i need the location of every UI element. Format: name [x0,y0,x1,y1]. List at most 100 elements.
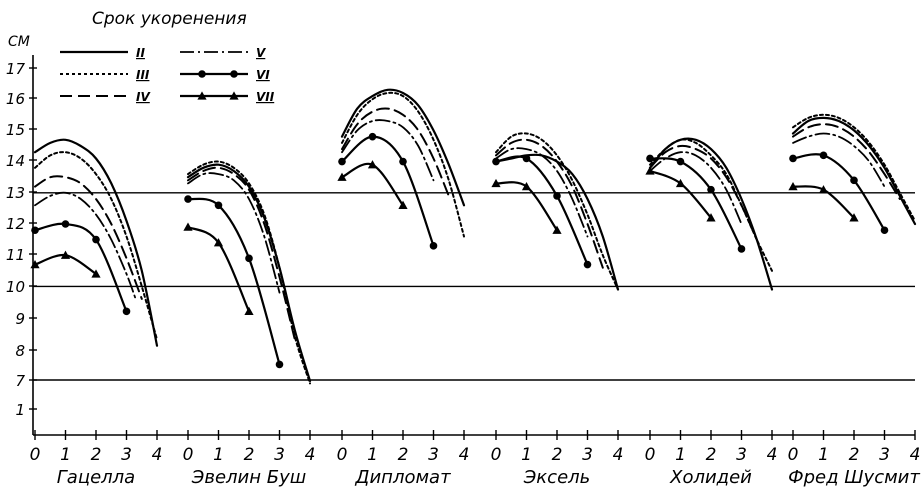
y-tick-label: 15 [6,121,25,139]
x-tick-label: 3 [582,445,593,465]
data-point-circle [819,151,828,160]
series [30,88,917,385]
group-labels: Гацелла Эвелин Буш Дипломат Эксель Холидей Фр… [57,467,921,488]
x-tick-label: 1 [367,445,378,465]
x-tick-label: 3 [428,445,439,465]
group-label: Фред Шусмит [788,467,920,488]
data-point-circle [737,245,746,253]
series-line-dashed [792,123,901,200]
x-tick-label: 3 [879,445,890,465]
data-point-circle [184,195,192,203]
series-line-dotted [649,138,773,272]
data-point-triangle [521,181,532,191]
legend-label-VI: VI [256,68,270,82]
data-point-triangle [645,166,655,175]
data-point-circle [583,260,592,269]
x-tick-label: 4 [910,445,921,465]
series-line-dotted [495,132,619,291]
data-point-circle [338,157,346,166]
series-line-dashdot [649,151,743,225]
data-point-circle [850,176,858,185]
data-point-circle [492,157,500,166]
y-tick-label: 9 [15,310,25,328]
y-tick-label: 16 [6,90,25,108]
variety-group [30,138,159,347]
data-point-circle [31,226,39,235]
series-line-dashdot [34,191,137,300]
series-line-dotted [34,151,158,341]
series-line-dashed [341,107,450,197]
series-line-dashed [187,166,296,341]
legend-label-IV: IV [136,90,151,104]
x-tick-label: 4 [767,445,778,465]
group-label: Холидей [669,467,752,488]
legend-label-VII: VII [256,90,275,104]
data-point-triangle [491,178,501,188]
series-line-solid [33,138,159,347]
series-line-solid [340,88,466,207]
y-tick-label: 7 [15,372,25,390]
x-tick-label: 3 [121,445,132,465]
data-point-triangle [213,238,224,247]
data-point-triangle [552,225,562,234]
group-label: Эвелин Буш [191,467,306,488]
data-point-circle [399,157,407,166]
legend-label-V: V [256,46,267,60]
data-point-circle [553,192,561,200]
series-line-dashdot [495,147,589,238]
data-point-circle [92,235,100,244]
data-point-circle [789,154,797,163]
y-tick-label: 8 [15,342,25,360]
data-point-circle [245,254,253,263]
data-point-circle [522,154,531,163]
data-point-circle [676,157,685,166]
series-line-dashdot [187,172,281,294]
series-line-solid [186,163,312,383]
legend-label-III: III [136,68,150,82]
data-point-circle [880,226,889,235]
x-tick-label: 1 [521,445,532,465]
series-line-dashed [649,144,758,241]
legend-label-II: II [136,46,145,60]
data-point-circle [429,242,438,250]
data-point-triangle [706,213,716,222]
reference-lines [33,192,915,381]
series-line-circle [33,222,128,313]
data-point-circle [214,201,223,210]
data-point-circle [707,185,715,194]
data-point-circle [646,154,654,163]
y-tick-label: 14 [6,152,25,170]
data-point-triangle [675,178,686,188]
series-line-dashed [34,175,143,300]
variety-group [645,137,774,291]
data-point-circle [368,132,377,141]
series-line-circle [494,155,589,266]
series-line-dotted [341,91,465,238]
y-tick-label: 13 [6,184,25,202]
data-point-triangle [849,213,859,222]
x-tick-label: 2 [91,445,102,465]
series-line-solid [494,153,620,291]
group-label: Гацелла [57,467,135,488]
variety-group [337,88,466,250]
legend-marker-VI [230,70,238,78]
series-line-circle [340,135,435,247]
series-line-dotted [792,113,916,222]
x-tick-label: 2 [849,445,860,465]
y-tick-label: 17 [6,60,26,78]
legend-marker-VI [198,70,206,78]
series-line-circle [186,197,281,366]
x-tick-label: 0 [183,445,194,465]
series-line-circle [648,157,743,251]
x-tick-label: 4 [152,445,163,465]
y-axis-label: СМ [8,34,30,50]
x-tick-label: 1 [818,445,829,465]
series-line-dashed [495,138,604,269]
data-point-triangle [244,306,254,316]
series-line-dotted [187,160,311,385]
x-tick-label: 4 [305,445,316,465]
y-tick-label: 11 [6,246,25,264]
